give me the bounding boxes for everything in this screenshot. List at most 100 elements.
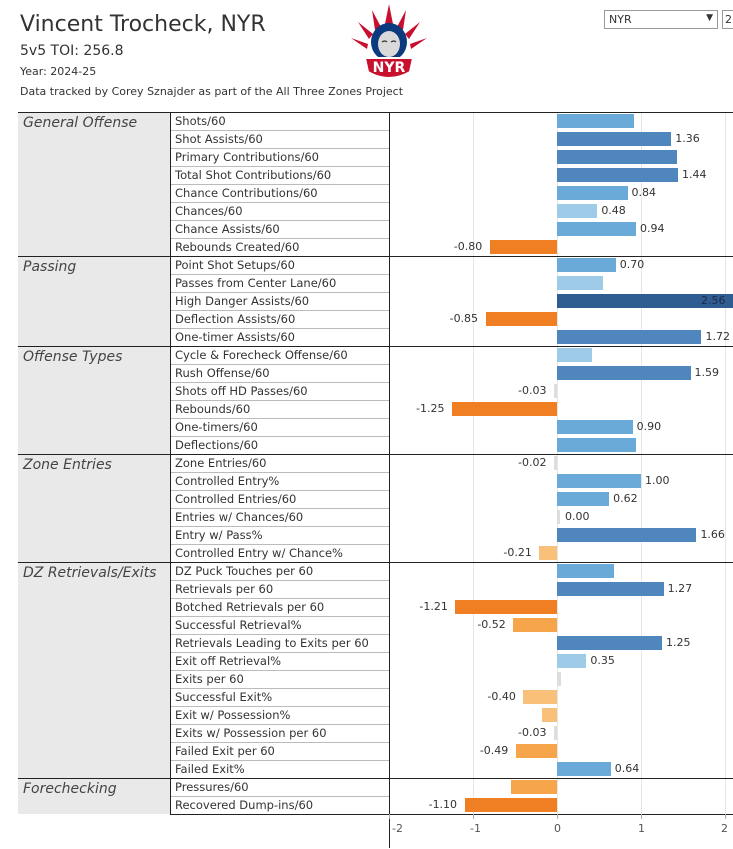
metric-label: Chances/60 — [170, 202, 389, 220]
metric-label: Shots/60 — [170, 112, 389, 130]
value-label: -1.25 — [416, 402, 445, 415]
metric-bar — [557, 168, 678, 182]
x-tick-mark — [389, 814, 390, 819]
metric-bar — [554, 384, 557, 398]
metric-bar — [515, 744, 557, 758]
value-label: -0.21 — [503, 546, 532, 559]
player-name: Vincent Trocheck, NYR — [20, 12, 266, 37]
metric-label: Controlled Entry% — [170, 472, 389, 490]
metric-bar — [557, 114, 635, 128]
metric-bar — [539, 546, 557, 560]
metric-bar — [554, 726, 557, 740]
metric-label: Deflections/60 — [170, 436, 389, 454]
value-label: -0.03 — [518, 384, 547, 397]
label-column-border — [170, 112, 171, 814]
x-tick-label: -2 — [392, 822, 403, 835]
metric-bar — [557, 510, 560, 524]
group-separator — [389, 256, 733, 257]
metric-label: Shot Assists/60 — [170, 130, 389, 148]
metric-label: Controlled Entry w/ Chance% — [170, 544, 389, 562]
metric-label: One-timer Assists/60 — [170, 328, 389, 346]
value-label: 1.36 — [675, 132, 700, 145]
value-label: -0.03 — [518, 726, 547, 739]
category-label: Passing — [18, 256, 170, 346]
metric-bar — [557, 330, 702, 344]
report-header: Vincent Trocheck, NYR 5v5 TOI: 256.8 Yea… — [0, 0, 733, 110]
gridline — [473, 112, 474, 814]
metric-label: Exit off Retrieval% — [170, 652, 389, 670]
metric-bar — [510, 780, 557, 794]
metric-label: Botched Retrievals per 60 — [170, 598, 389, 616]
value-label: 1.25 — [666, 636, 691, 649]
group-separator — [389, 346, 733, 347]
metric-label: Successful Exit% — [170, 688, 389, 706]
metric-label: Recovered Dump-ins/60 — [170, 796, 389, 814]
gridline — [557, 112, 558, 814]
value-label: 1.59 — [694, 366, 720, 379]
metric-label: Retrievals per 60 — [170, 580, 389, 598]
value-label: -0.80 — [453, 240, 483, 253]
metric-bar — [485, 312, 557, 326]
metric-bar — [557, 276, 604, 290]
metric-label: Exit w/ Possession% — [170, 706, 389, 724]
team-logo-icon: NYR — [351, 4, 427, 79]
metric-label: Chance Contributions/60 — [170, 184, 389, 202]
metric-bar — [557, 636, 662, 650]
team-filter-value: NYR — [609, 13, 632, 26]
group-separator — [389, 562, 733, 563]
metric-bar — [554, 456, 557, 470]
metric-label: Failed Exit% — [170, 760, 389, 778]
metric-bar — [557, 204, 598, 218]
metric-label: Entry w/ Pass% — [170, 526, 389, 544]
value-label: 1.72 — [705, 330, 730, 343]
metric-label: Rebounds/60 — [170, 400, 389, 418]
metric-bar — [557, 186, 628, 200]
metric-bar — [557, 672, 562, 686]
metric-bar — [452, 402, 557, 416]
metric-bar — [464, 798, 557, 812]
value-label: 1.66 — [700, 528, 725, 541]
group-separator — [389, 454, 733, 455]
category-label: General Offense — [18, 112, 170, 256]
metric-bar — [557, 366, 691, 380]
metric-bar — [557, 654, 587, 668]
metric-bar — [557, 564, 615, 578]
metric-bar — [557, 348, 593, 362]
metric-bar — [489, 240, 557, 254]
value-label: -0.40 — [487, 690, 516, 703]
gridline — [641, 112, 642, 814]
value-label: -0.85 — [449, 312, 479, 325]
second-filter-dropdown[interactable]: 2 — [722, 10, 733, 29]
svg-text:NYR: NYR — [373, 60, 406, 76]
chevron-down-icon: ▼ — [706, 13, 713, 23]
team-filter-dropdown[interactable]: NYR ▼ — [604, 10, 718, 29]
metric-label: Failed Exit per 60 — [170, 742, 389, 760]
x-tick-mark — [557, 814, 558, 819]
x-tick-mark — [725, 814, 726, 819]
metric-label: Passes from Center Lane/60 — [170, 274, 389, 292]
value-label: 0.48 — [601, 204, 626, 217]
metric-label: Pressures/60 — [170, 778, 389, 796]
metric-label: Primary Contributions/60 — [170, 148, 389, 166]
value-label: -1.10 — [428, 798, 458, 811]
metric-label: Shots off HD Passes/60 — [170, 382, 389, 400]
value-label: -0.02 — [518, 456, 547, 469]
metric-bar — [541, 708, 557, 722]
x-tick-mark — [473, 814, 474, 819]
value-label: 1.00 — [645, 474, 670, 487]
group-separator — [389, 112, 733, 113]
metric-label: Point Shot Setups/60 — [170, 256, 389, 274]
value-label: 0.64 — [614, 762, 640, 775]
group-separator — [389, 778, 733, 779]
value-label: 1.27 — [667, 582, 693, 595]
second-filter-value: 2 — [725, 13, 732, 26]
metric-label: Retrievals Leading to Exits per 60 — [170, 634, 389, 652]
metric-bar — [557, 132, 672, 146]
metric-label: Exits per 60 — [170, 670, 389, 688]
metric-label: Controlled Entries/60 — [170, 490, 389, 508]
value-label: 0.94 — [639, 222, 665, 235]
x-tick-label: -1 — [470, 822, 481, 835]
x-tick-label: 0 — [554, 822, 561, 835]
value-label: 0.70 — [619, 258, 645, 271]
